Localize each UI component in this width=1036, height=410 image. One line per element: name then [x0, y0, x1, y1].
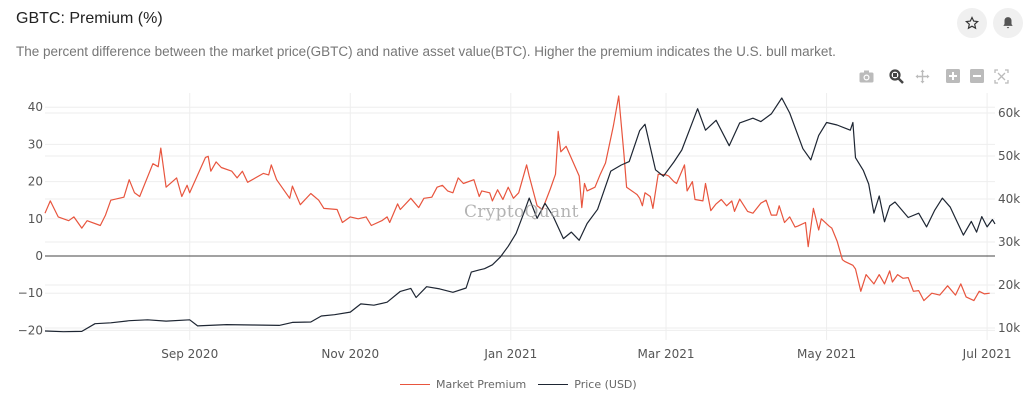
- y2-tick-label: 20k: [998, 278, 1020, 292]
- y-tick-label: 30: [28, 137, 43, 151]
- pan-icon: [915, 69, 929, 83]
- chart-title: GBTC: Premium (%): [16, 10, 163, 27]
- autoscale-button[interactable]: [993, 68, 1009, 84]
- y-tick-label: −20: [18, 323, 43, 337]
- series-line-market-premium: [44, 95, 990, 302]
- x-tick-label: Jan 2021: [483, 347, 537, 361]
- download-png-button[interactable]: [858, 68, 874, 84]
- zoom-out-button[interactable]: [969, 68, 985, 84]
- legend-label-market-premium: Market Premium: [436, 378, 527, 391]
- legend-swatch-price: [538, 384, 569, 385]
- series-lines: [44, 95, 996, 333]
- zoom-in-icon: [946, 69, 960, 83]
- pan-button[interactable]: [914, 68, 930, 84]
- favorite-button[interactable]: [957, 8, 987, 38]
- series-line-price: [44, 97, 996, 333]
- x-tick-label: Nov 2020: [321, 347, 379, 361]
- autoscale-icon: [993, 68, 1009, 84]
- legend-item-market-premium[interactable]: Market Premium: [400, 378, 526, 391]
- y-axis-left: −20 −10 0 10 20 30 40: [18, 100, 43, 337]
- y-tick-label: 20: [28, 175, 43, 189]
- x-axis: Sep 2020 Nov 2020 Jan 2021 Mar 2021 May 2021…: [161, 347, 1011, 361]
- y-tick-label: 40: [28, 100, 43, 114]
- zoom-icon: [888, 68, 904, 84]
- x-tick-label: Mar 2021: [638, 347, 695, 361]
- x-tick-label: May 2021: [797, 347, 856, 361]
- x-tick-label: Sep 2020: [161, 347, 218, 361]
- y2-tick-label: 10k: [998, 321, 1020, 335]
- y-tick-label: 0: [35, 249, 43, 263]
- zoom-out-icon: [970, 69, 984, 83]
- y2-tick-label: 60k: [998, 106, 1020, 120]
- x-tick-label: Jul 2021: [962, 347, 1012, 361]
- bell-icon: [1003, 17, 1013, 29]
- y-tick-label: 10: [28, 212, 43, 226]
- alert-button[interactable]: [993, 8, 1023, 38]
- zoom-in-button[interactable]: [945, 68, 961, 84]
- legend: Market Premium Price (USD): [400, 378, 649, 391]
- star-icon: [965, 16, 979, 30]
- chart-description: The percent difference between the marke…: [16, 44, 836, 59]
- y2-tick-label: 50k: [998, 149, 1020, 163]
- watermark: CryptoQuant: [464, 202, 579, 222]
- y-tick-label: −10: [18, 286, 43, 300]
- legend-swatch-market-premium: [400, 384, 430, 385]
- y-axis-right: 10k 20k 30k 40k 50k 60k: [998, 106, 1020, 335]
- y2-tick-label: 40k: [998, 192, 1020, 206]
- y2-tick-label: 30k: [998, 235, 1020, 249]
- zoom-button[interactable]: [888, 68, 904, 84]
- camera-icon: [859, 70, 873, 82]
- legend-label-price: Price (USD): [574, 378, 637, 391]
- legend-item-price[interactable]: Price (USD): [538, 378, 637, 391]
